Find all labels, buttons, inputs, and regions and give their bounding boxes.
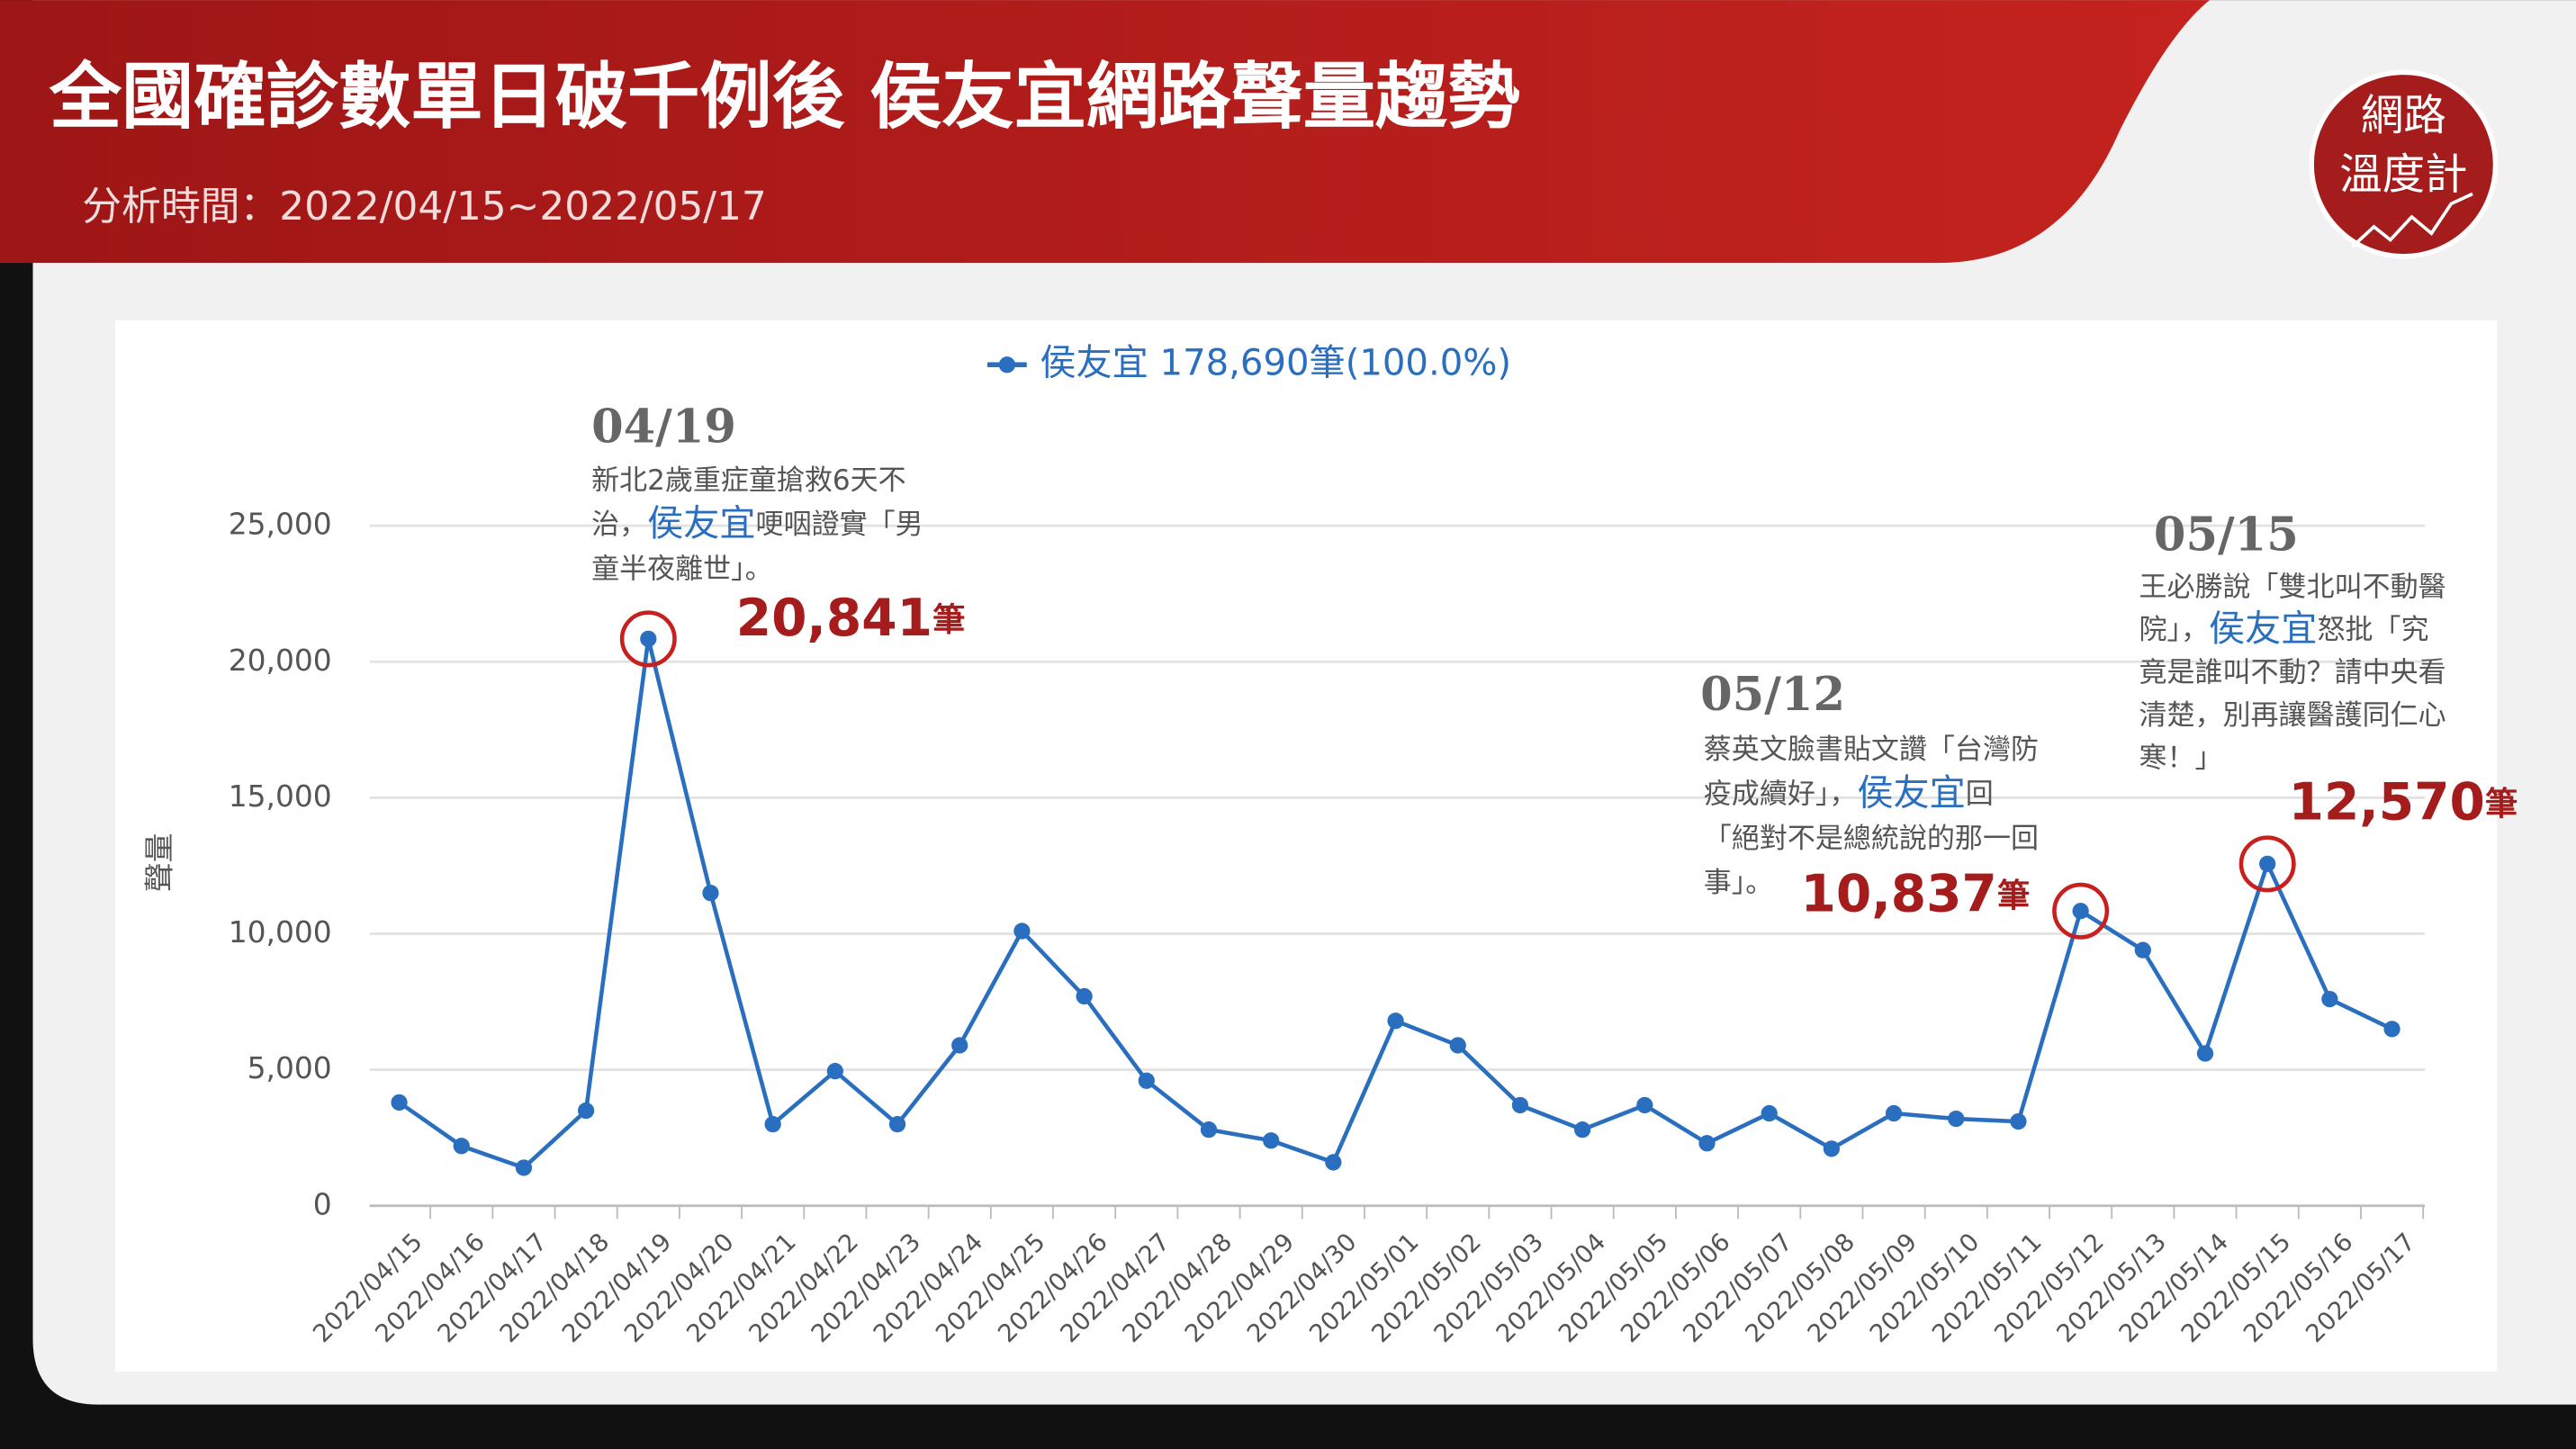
point [515, 1159, 533, 1176]
logo-text: 網路 [2361, 91, 2446, 140]
point [764, 1115, 781, 1133]
point [640, 630, 657, 647]
annotation-segment: 疫成續好」， [1704, 778, 1858, 810]
point [2072, 903, 2089, 920]
point [2196, 1045, 2214, 1062]
point [1325, 1154, 1342, 1171]
title: 全國確診數單日破千例後 侯友宜網路聲量趨勢 [49, 54, 1520, 139]
y-tick-label: 25,000 [229, 508, 332, 542]
logo-wave [2351, 192, 2473, 248]
logo [2309, 69, 2499, 259]
point [2383, 1021, 2400, 1038]
highlight: 侯友宜 [1857, 772, 1965, 814]
point [702, 885, 719, 902]
point [1573, 1121, 1591, 1138]
annotation-date: 05/12 [1700, 668, 1845, 722]
point [2010, 1112, 2027, 1130]
point [1076, 987, 1093, 1005]
annotation-segment: 竟是誰叫不動？請中央看 [2139, 656, 2445, 688]
subtitle: 分析時間：2022/04/15~2022/05/17 [82, 184, 767, 230]
point [1013, 922, 1031, 940]
annotation-segment: 回 [1966, 778, 1994, 810]
annotation-text: 院」，侯友宜怒批「究 [2139, 608, 2428, 650]
point [391, 1094, 408, 1112]
point [2259, 855, 2276, 872]
y-tick-label: 15,000 [229, 779, 332, 814]
y-tick-label: 20,000 [229, 644, 332, 678]
point [2134, 941, 2151, 958]
annotation-segment: 新北2歲重症童搶救6天不 [591, 464, 906, 497]
annotation-segment: 事」。 [1704, 867, 1774, 899]
point [1823, 1140, 1841, 1157]
value-label: 20,841筆 [736, 589, 966, 648]
y-axis-label: 聲量 [142, 832, 176, 892]
point [1387, 1012, 1404, 1030]
point [2321, 990, 2338, 1008]
point [826, 1063, 843, 1080]
legend-label: 侯友宜 178,690筆(100.0%) [1040, 342, 1511, 383]
annotation-text: 王必勝說「雙北叫不動醫 [2139, 572, 2445, 604]
highlight: 侯友宜 [2209, 608, 2317, 650]
value-unit: 筆 [2485, 784, 2518, 823]
logo-text: 溫度計 [2339, 150, 2467, 200]
point [1200, 1121, 1218, 1138]
annotation-segment: 蔡英文臉書貼文讚「台灣防 [1704, 734, 2039, 766]
value-number: 20,841 [736, 589, 932, 648]
annotation-text: 「絕對不是總統說的那一回 [1704, 823, 2039, 855]
y-tick-label: 5,000 [248, 1051, 332, 1085]
annotation-segment: 寒！」 [2139, 742, 2222, 774]
highlight: 侯友宜 [647, 503, 755, 544]
annotation-segment: 哽咽證實「男 [756, 508, 923, 541]
point [1761, 1104, 1778, 1122]
y-tick-label: 10,000 [229, 915, 332, 950]
point [951, 1037, 968, 1054]
highlight-ring [2052, 882, 2110, 940]
chart-panel [114, 320, 2498, 1372]
value-number: 12,570 [2289, 772, 2485, 832]
annotation-segment: 院」， [2139, 614, 2209, 646]
point [1636, 1096, 1653, 1114]
annotation-segment: 王必勝說「雙北叫不動醫 [2139, 572, 2445, 604]
annotation-date: 05/15 [2154, 508, 2299, 562]
point [1263, 1132, 1280, 1149]
point [1449, 1037, 1466, 1054]
highlight-ring [2238, 835, 2296, 893]
annotation-segment: 怒批「究 [2317, 614, 2428, 646]
value-label: 10,837筆 [1800, 864, 2030, 923]
value-unit: 筆 [932, 600, 966, 639]
legend-marker [998, 356, 1016, 374]
annotation-date: 04/19 [591, 400, 736, 454]
annotation-segment: 治， [591, 508, 647, 541]
annotation-text: 童半夜離世」。 [591, 553, 773, 585]
point [577, 1102, 595, 1120]
annotation-segment: 童半夜離世」。 [591, 553, 773, 585]
annotation-segment: 「絕對不是總統說的那一回 [1704, 823, 2039, 855]
annotation-text: 治，侯友宜哽咽證實「男 [591, 503, 923, 544]
point [1138, 1072, 1155, 1089]
value-label: 12,570筆 [2289, 772, 2518, 832]
header-band [0, 0, 2210, 264]
highlight-ring [619, 610, 677, 668]
annotation-text: 清楚，別再讓醫護同仁心 [2139, 699, 2445, 732]
annotation-segment: 清楚，別再讓醫護同仁心 [2139, 699, 2445, 732]
point [1698, 1135, 1716, 1152]
annotation-text: 事」。 [1704, 867, 1774, 899]
point [1885, 1104, 1903, 1122]
point [888, 1115, 906, 1133]
value-unit: 筆 [1997, 876, 2031, 914]
point [453, 1138, 470, 1155]
point [1948, 1110, 1965, 1128]
annotation-text: 竟是誰叫不動？請中央看 [2139, 656, 2445, 688]
annotation-text: 疫成續好」，侯友宜回 [1704, 772, 1994, 814]
annotation-text: 新北2歲重症童搶救6天不 [591, 464, 906, 497]
annotation-text: 寒！」 [2139, 742, 2222, 774]
annotation-text: 蔡英文臉書貼文讚「台灣防 [1704, 734, 2039, 766]
point [1511, 1096, 1529, 1114]
y-tick-label: 0 [313, 1187, 332, 1221]
value-number: 10,837 [1800, 864, 1996, 923]
